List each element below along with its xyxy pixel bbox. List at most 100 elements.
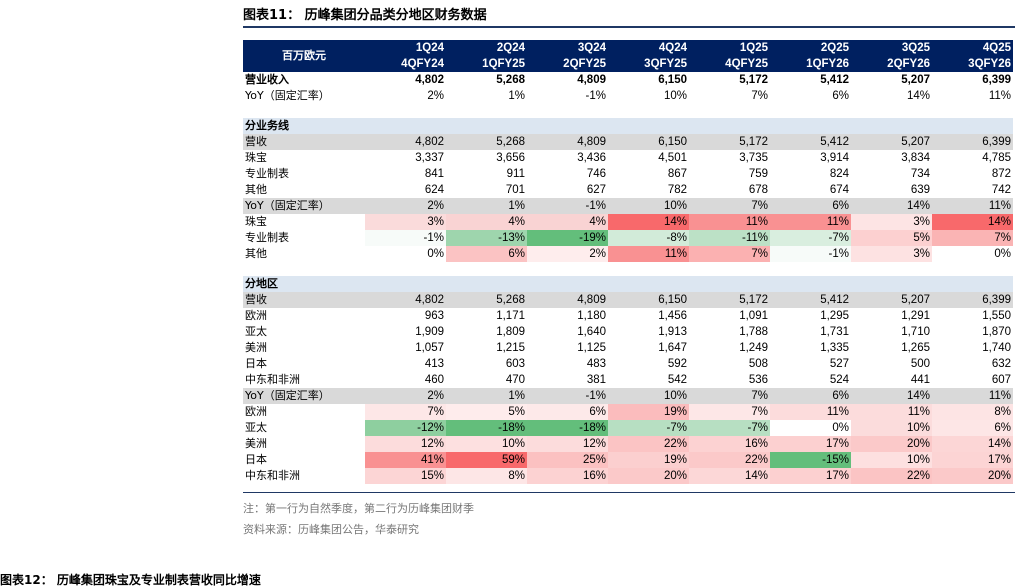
value-cell: -1% xyxy=(770,246,851,262)
value-cell: 5,412 xyxy=(770,134,851,150)
value-cell: -13% xyxy=(446,230,527,246)
value-cell: 824 xyxy=(829,168,849,180)
value-cell: 5,207 xyxy=(851,134,932,150)
value-cell: 5,207 xyxy=(901,74,930,86)
value-cell: 22% xyxy=(851,468,932,484)
value-cell: 6,399 xyxy=(932,292,1013,308)
value-cell: 4,809 xyxy=(527,134,608,150)
period-header: 1Q25 xyxy=(689,40,770,56)
value-cell: 10% xyxy=(446,436,527,452)
value-cell: -1% xyxy=(585,90,606,102)
value-cell: 639 xyxy=(910,184,930,196)
period-header: 3Q25 xyxy=(851,40,932,56)
footnote: 注：第一行为自然季度，第二行为历峰集团财季 xyxy=(243,502,474,515)
table-row: 分业务线 xyxy=(243,118,1013,134)
value-cell: 2% xyxy=(527,246,608,262)
value-cell: 1% xyxy=(446,198,527,214)
fiscal-period-header: 1QFY26 xyxy=(770,56,851,72)
value-cell: -1% xyxy=(527,198,608,214)
row-label: 珠宝 xyxy=(245,151,267,164)
value-cell: 5,412 xyxy=(770,292,851,308)
value-cell: 527 xyxy=(829,358,849,370)
row-label: 亚太 xyxy=(245,325,267,338)
financial-data-table: 百万欧元 1Q24 2Q24 3Q24 4Q24 1Q25 2Q25 3Q25 … xyxy=(243,40,1013,484)
spacer-cell xyxy=(243,104,1013,118)
row-label: 营收 xyxy=(243,292,365,308)
value-cell: 20% xyxy=(608,468,689,484)
value-cell: 11% xyxy=(851,404,932,420)
value-cell: 14% xyxy=(608,214,689,230)
value-cell: 1,215 xyxy=(496,342,525,354)
table-row: YoY（固定汇率） 2% 1% -1% 10% 7% 6% 14% 11% xyxy=(243,198,1013,214)
value-cell: 19% xyxy=(608,404,689,420)
row-label: 其他 xyxy=(245,247,267,260)
value-cell: 14% xyxy=(932,436,1013,452)
value-cell: -7% xyxy=(689,420,770,436)
fiscal-period-header: 4QFY24 xyxy=(365,56,446,72)
table-row: 珠宝 3,337 3,656 3,436 4,501 3,735 3,914 3,834 4,7… xyxy=(243,150,1013,166)
value-cell: 5,207 xyxy=(851,292,932,308)
value-cell: 10% xyxy=(608,198,689,214)
value-cell: 8% xyxy=(932,404,1013,420)
value-cell: 742 xyxy=(991,184,1011,196)
value-cell: 14% xyxy=(851,198,932,214)
row-label: 专业制表 xyxy=(245,231,289,244)
table-row: YoY（固定汇率） 2% 1% -1% 10% 7% 6% 14% 11% xyxy=(243,88,1013,104)
period-header: 2Q24 xyxy=(446,40,527,56)
value-cell: 6,150 xyxy=(658,74,687,86)
value-cell: 0% xyxy=(932,246,1013,262)
value-cell: 6% xyxy=(770,388,851,404)
value-cell: 3,337 xyxy=(415,152,444,164)
value-cell: 5% xyxy=(446,404,527,420)
value-cell: 627 xyxy=(586,184,606,196)
row-label: 中东和非洲 xyxy=(245,373,300,386)
value-cell: 17% xyxy=(770,468,851,484)
period-header: 4Q24 xyxy=(608,40,689,56)
value-cell: -15% xyxy=(770,452,851,468)
value-cell: -19% xyxy=(527,230,608,246)
table-row: 美洲 12% 10% 12% 22% 16% 17% 20% 14% xyxy=(243,436,1013,452)
row-label: 日本 xyxy=(245,357,267,370)
value-cell: -18% xyxy=(527,420,608,436)
table-row: 营收 4,802 5,268 4,809 6,150 5,172 5,412 5,207 6,3… xyxy=(243,292,1013,308)
value-cell: 5,268 xyxy=(496,74,525,86)
table-row: 亚太 1,909 1,809 1,640 1,913 1,788 1,731 1,710 1,8… xyxy=(243,324,1013,340)
value-cell: 14% xyxy=(906,90,930,102)
value-cell: 0% xyxy=(365,246,446,262)
table-row: 其他 0% 6% 2% 11% 7% -1% 3% 0% xyxy=(243,246,1013,262)
value-cell: 3,834 xyxy=(901,152,930,164)
value-cell: 3,914 xyxy=(820,152,849,164)
value-cell: 1,249 xyxy=(739,342,768,354)
period-header: 1Q24 xyxy=(365,40,446,56)
value-cell: 2% xyxy=(365,198,446,214)
value-cell: 6% xyxy=(832,90,849,102)
row-label: 欧洲 xyxy=(245,405,267,418)
value-cell: 5,412 xyxy=(820,74,849,86)
value-cell: 11% xyxy=(988,90,1011,102)
row-label: 亚太 xyxy=(245,421,267,434)
value-cell: 5,268 xyxy=(446,292,527,308)
value-cell: 3% xyxy=(851,246,932,262)
value-cell: 12% xyxy=(365,436,446,452)
value-cell: 16% xyxy=(689,436,770,452)
value-cell: 500 xyxy=(910,358,930,370)
row-label: 美洲 xyxy=(245,437,267,450)
table-row: 欧洲 7% 5% 6% 19% 7% 11% 11% 8% xyxy=(243,404,1013,420)
value-cell: 3,436 xyxy=(577,152,606,164)
value-cell: -1% xyxy=(527,388,608,404)
value-cell: -7% xyxy=(770,230,851,246)
value-cell: 3,656 xyxy=(496,152,525,164)
value-cell: 3% xyxy=(851,214,932,230)
value-cell: 6,399 xyxy=(932,134,1013,150)
fiscal-period-header: 1QFY25 xyxy=(446,56,527,72)
value-cell: 1,171 xyxy=(496,310,525,322)
period-header: 3Q24 xyxy=(527,40,608,56)
value-cell: 6% xyxy=(770,198,851,214)
value-cell: 678 xyxy=(748,184,768,196)
value-cell: 14% xyxy=(932,214,1013,230)
value-cell: 963 xyxy=(424,310,444,322)
row-label: 珠宝 xyxy=(245,215,267,228)
fiscal-period-header: 2QFY26 xyxy=(851,56,932,72)
value-cell: 381 xyxy=(586,374,606,386)
spacer-cell xyxy=(243,262,1013,276)
